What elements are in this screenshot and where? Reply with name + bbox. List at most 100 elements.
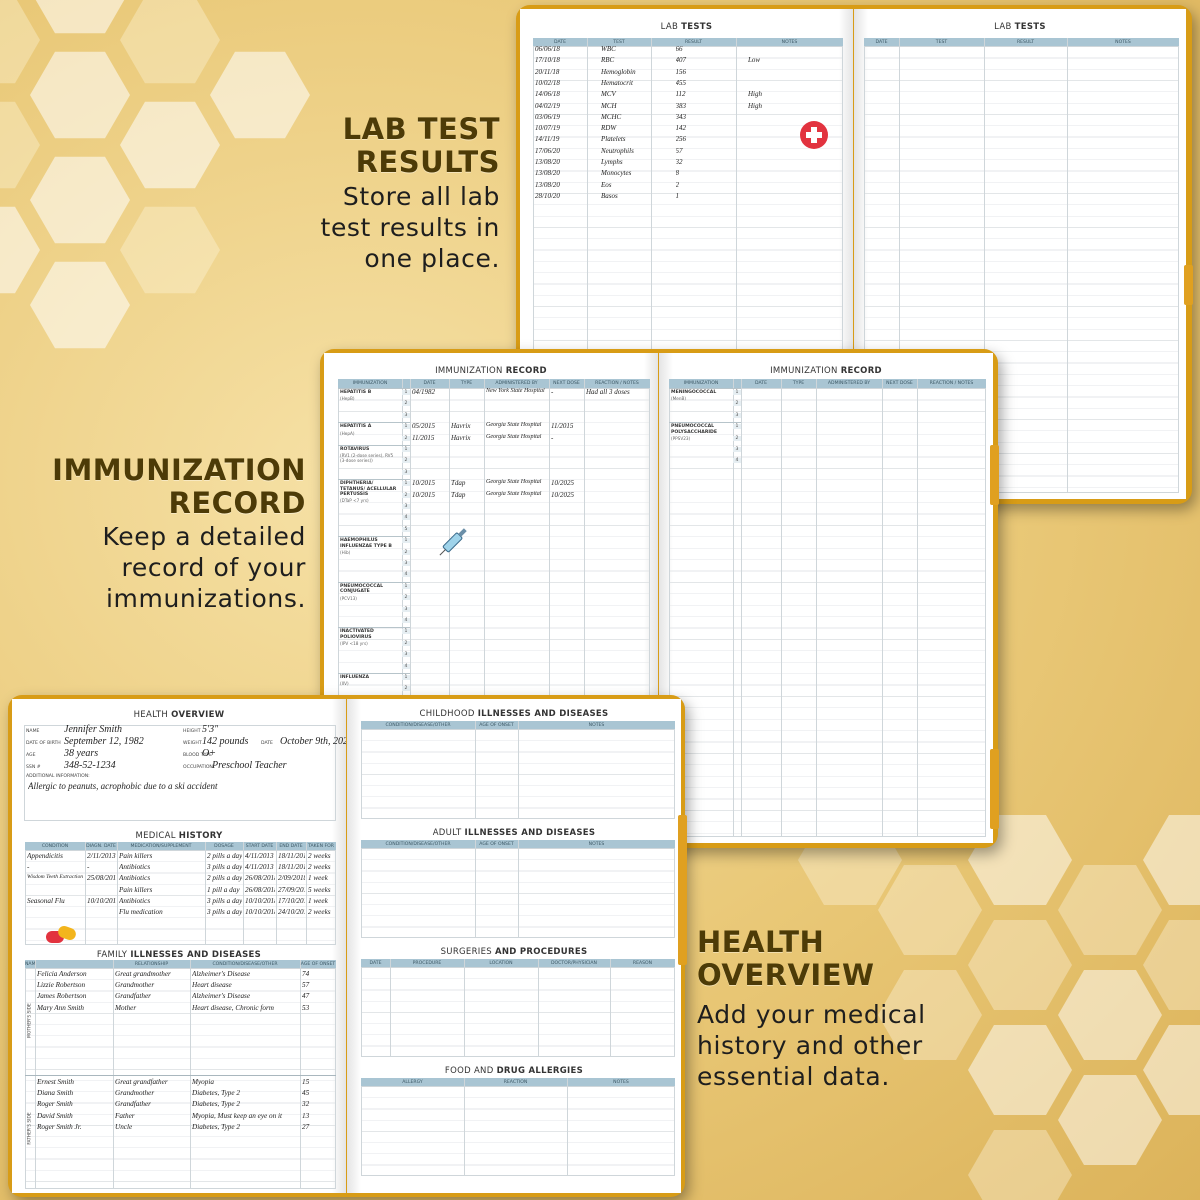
hexagon [1058,970,1162,1060]
cell-text: 32 [302,1100,310,1109]
cell-text: 5 weeks [308,885,331,894]
cell-text: 383 [675,101,687,110]
callout-body: immunizations. [106,584,306,613]
field-label: WEIGHT [183,741,202,746]
column-header: DOSAGE [214,844,234,849]
column-header: NOTES [781,40,798,45]
field-value: 348-52-1234 [64,760,116,771]
cell-text: Appendicitis [27,852,63,860]
cell-text: 24/10/2018 [278,908,305,916]
notebook-page: CHILDHOOD ILLNESSES AND DISEASES CONDITIO… [347,699,681,1193]
cell-text: Alzheimer's Disease [192,970,251,978]
band [990,749,999,829]
cell-text: MCH [601,101,617,110]
notebook-page: IMMUNIZATION RECORD IMMUNIZATION DATE TYPE A… [659,353,993,843]
title-light: LAB [660,22,679,32]
cell-text: Diana Smith [37,1089,74,1098]
dose-number: 4 [402,618,410,623]
cell-text: 04/1982 [412,388,435,396]
vaccine-name: INACTIVATED POLIOVIRUS [340,629,374,640]
cell-text: Hemoglobin [601,67,636,76]
title-bold: AND PROCEDURES [494,947,588,957]
cell-text: Roger Smith [37,1100,73,1109]
cell-text: 2/09/2018 [278,874,305,883]
dose-number: 3 [733,412,741,418]
title-bold: RECORD [505,366,547,376]
vaccine-code: (IIV) [340,681,349,687]
cell-text: High [748,101,762,110]
title-light: ADULT [432,828,462,838]
dose-number: 4 [402,515,410,521]
hexagon [120,206,220,294]
column-header: REACTION / NOTES [929,381,974,386]
column-rule [736,38,737,493]
column-rule [306,842,307,945]
notebook-page: HEALTH OVERVIEW NAME Jennifer Smith DATE OF… [12,699,346,1193]
column-header: TYPE [460,381,473,386]
cell-text: RBC [601,56,615,65]
cell-text: Pain killers [119,885,153,894]
hexagon [210,51,310,139]
column-rule [190,960,191,1189]
column-header: RESULT [684,40,703,45]
column-header: NOTES [613,1080,629,1085]
cell-text: 04/02/19 [535,101,560,110]
cell-text: - [87,863,90,872]
vaccine-code: (PCV13) [340,595,357,601]
vaccine-code: (PPSV23) [671,436,691,441]
column-rule [882,379,883,837]
cell-text: 27/09/2018 [278,885,305,894]
cell-text: 112 [675,90,686,99]
cell-text: Diabetes, Type 2 [192,1122,240,1131]
cell-text: Hematocrit [601,78,633,87]
column-header: NOTES [588,842,605,847]
cell-text: 57 [675,146,683,155]
callout-body: test results in [320,213,500,242]
cell-text: 18/11/2013 [278,852,305,860]
cell-text: Alzheimer's Disease [192,992,251,1001]
cell-text: 3 pills a day [207,863,242,872]
table-header [361,1078,675,1086]
column-rule [205,842,206,945]
field-value: 142 pounds [202,736,249,747]
table-body [361,967,675,1057]
icon-cross [806,127,822,143]
title-bold: RECORD [840,366,882,376]
hexagon [30,51,130,139]
column-header: ADMINISTERED BY [827,381,871,386]
section-rule [25,1075,336,1076]
cell-text: 10/10/2018 [245,908,275,916]
column-header: DATE [755,381,767,386]
cell-text: 45 [302,1089,310,1098]
band [1184,265,1193,305]
column-header: CONDITION/DISEASE/OTHER [385,842,451,847]
column-rule [300,960,301,1189]
cell-text: Lizzie Robertson [37,981,86,990]
cell-text: James Robertson [37,992,87,1001]
cell-text: Platelets [601,135,626,144]
page-title: FAMILY ILLNESSES AND DISEASES [12,950,346,960]
hexagon [120,0,220,84]
table-header [533,38,843,46]
medical-cross-icon [800,121,828,149]
cell-text: 8 [675,169,680,178]
cell-text: Grandfather [115,992,151,1001]
dose-number: 1 [402,447,410,452]
syringe [439,528,467,556]
rule [338,673,410,674]
cell-text: 26/08/2018 [245,874,275,883]
cell-text: Georgia State Hospital [486,490,542,497]
cell-text: 142 [675,124,687,133]
column-header: DIAGN. DATE [86,844,116,849]
cell-text: Felicia Anderson [37,970,87,978]
column-rule [464,959,465,1057]
vaccine-name: PNEUMOCOCCAL CONJUGATE [340,583,384,595]
callout-body: one place. [364,244,500,273]
cell-text: Heart disease [192,981,232,990]
cell-text: Grandmother [115,1089,155,1098]
dose-number: 4 [402,663,410,669]
dose-number: 3 [733,447,741,452]
dose-number: 3 [402,412,410,418]
column-header: DOCTOR/PHYSICIAN [551,961,597,966]
